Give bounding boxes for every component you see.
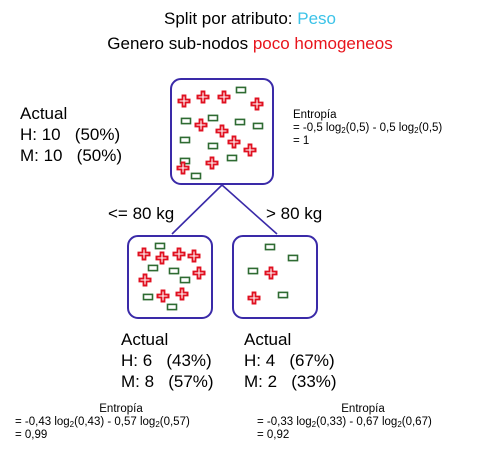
title-line-1: Split por atributo: Peso — [0, 9, 500, 29]
root-label: Actual — [20, 104, 68, 123]
rect-icon — [207, 142, 219, 150]
rect-icon — [247, 267, 259, 275]
rect-icon — [180, 117, 192, 125]
title-prefix: Split por atributo: — [164, 9, 298, 28]
rect-icon — [264, 243, 276, 251]
right-entropy-equation: = -0,33 log2(0,33) - 0,67 log2(0,67) — [257, 416, 432, 429]
left-m-count: M: 8 (57%) — [121, 372, 214, 391]
left-entropy-result: = 0,99 — [15, 429, 48, 441]
rect-icon — [142, 293, 154, 301]
title-line-2: Genero sub-nodos poco homogeneos — [0, 34, 500, 54]
rect-icon — [147, 264, 159, 272]
left-entropy-equation: = -0,43 log2(0,43) - 0,57 log2(0,57) — [15, 416, 190, 429]
rect-icon — [234, 118, 246, 126]
left-entropy-title: Entropía — [99, 403, 143, 415]
left-label: Actual — [121, 330, 169, 349]
right-entropy-result: = 0,92 — [257, 429, 290, 441]
rect-icon — [179, 276, 191, 284]
subtitle-prefix: Genero sub-nodos — [107, 34, 253, 53]
right-h-count: H: 4 (67%) — [244, 351, 335, 370]
title-attribute: Peso — [297, 9, 336, 28]
edge-right — [221, 184, 278, 235]
left-stats: Actual H: 6 (43%) M: 8 (57%) — [121, 329, 214, 392]
subtitle-highlight: poco homogeneos — [252, 34, 393, 53]
edge-left — [171, 184, 223, 235]
left-h-count: H: 6 (43%) — [121, 351, 212, 370]
rect-icon — [179, 136, 191, 144]
rect-icon — [226, 154, 238, 162]
edge-label-left: <= 80 kg — [108, 204, 175, 223]
root-m-count: M: 10 (50%) — [20, 146, 123, 165]
root-stats: Actual H: 10 (50%) M: 10 (50%) — [20, 103, 122, 166]
right-entropy: Entropía = -0,33 log2(0,33) - 0,67 log2(… — [257, 403, 469, 442]
rect-icon — [287, 254, 299, 262]
rect-icon — [277, 291, 289, 299]
rect-icon — [235, 86, 247, 94]
rect-icon — [166, 303, 178, 311]
right-entropy-title: Entropía — [341, 403, 385, 415]
rect-icon — [190, 172, 202, 180]
rect-icon — [207, 114, 219, 122]
root-entropy-title: Entropía — [293, 109, 337, 121]
root-h-count: H: 10 (50%) — [20, 125, 121, 144]
rect-icon — [168, 267, 180, 275]
root-entropy-equation: = -0,5 log2(0,5) - 0,5 log2(0,5) — [293, 122, 443, 135]
root-entropy: Entropía = -0,5 log2(0,5) - 0,5 log2(0,5… — [293, 109, 442, 148]
right-m-count: M: 2 (33%) — [244, 372, 337, 391]
left-entropy: Entropía = -0,43 log2(0,43) - 0,57 log2(… — [15, 403, 227, 442]
rect-icon — [154, 242, 166, 250]
right-stats: Actual H: 4 (67%) M: 2 (33%) — [244, 329, 337, 392]
right-label: Actual — [244, 330, 292, 349]
root-entropy-result: = 1 — [293, 135, 310, 147]
edge-label-right: > 80 kg — [266, 204, 323, 223]
rect-icon — [252, 122, 264, 130]
